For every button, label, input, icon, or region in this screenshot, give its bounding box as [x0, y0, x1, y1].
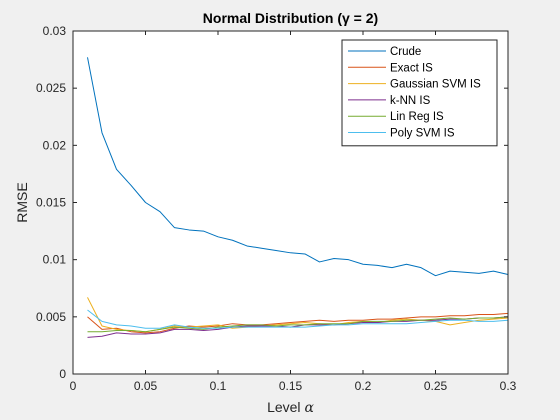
legend-label: Lin Reg IS: [390, 111, 444, 123]
ticks-layer: 0 0.05 0.1 0.15 0.2 0.25 0.3 0 0.005 0.01 0.015 0.0…: [36, 24, 517, 393]
y-tick-label: 0.03: [43, 24, 67, 38]
x-tick-label: 0.25: [424, 379, 448, 393]
series-line-k-nn-is: [87, 316, 509, 338]
series-line-crude: [87, 57, 509, 277]
series-line-poly-svm-is: [87, 309, 509, 329]
chart-title: Normal Distribution (γ = 2): [203, 10, 378, 26]
y-tick-label: 0.015: [36, 196, 66, 210]
legend-label: k-NN IS: [390, 95, 431, 107]
x-tick-label: 0: [70, 379, 77, 393]
series-line-lin-reg-is: [87, 316, 509, 333]
x-tick-label: 0.2: [355, 379, 372, 393]
legend-label: Poly SVM IS: [390, 128, 455, 140]
y-tick-label: 0.025: [36, 81, 66, 95]
y-tick-label: 0.01: [43, 253, 67, 267]
x-axis-label: Level α: [267, 399, 314, 416]
y-axis-label: RMSE: [14, 182, 30, 222]
series-line-exact-is: [87, 312, 509, 334]
legend-label: Exact IS: [390, 62, 433, 74]
legend: Crude Exact IS Gaussian SVM IS k-NN IS Lin R…: [341, 39, 498, 147]
x-tick-label: 0.1: [210, 379, 227, 393]
x-tick-label: 0.15: [279, 379, 303, 393]
legend-box: [341, 39, 498, 147]
legend-label: Gaussian SVM IS: [390, 79, 481, 91]
series-layer: [87, 57, 509, 338]
legend-label: Crude: [390, 46, 421, 58]
y-tick-label: 0.005: [36, 310, 66, 324]
x-tick-label: 0.3: [500, 379, 517, 393]
y-tick-label: 0.02: [43, 138, 67, 152]
y-tick-label: 0: [59, 367, 66, 381]
x-tick-label: 0.05: [134, 379, 158, 393]
